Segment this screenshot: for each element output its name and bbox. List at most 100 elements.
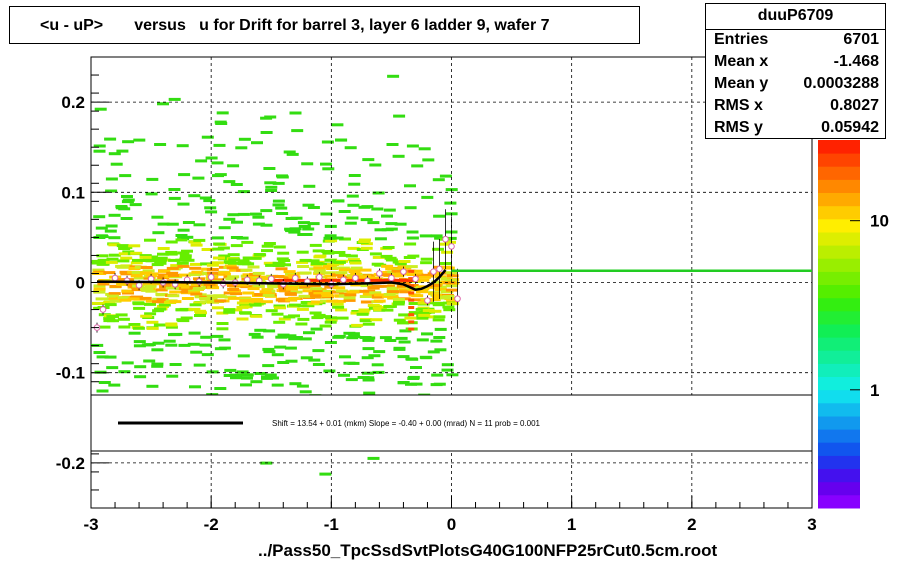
heatmap-cell [408,269,415,273]
heatmap-cell [309,294,322,298]
heatmap-cell [326,267,339,270]
stats-label: RMS y [714,119,763,136]
palette-swatch [818,455,860,469]
heatmap-cell [167,294,180,298]
profile-point [442,235,449,243]
heatmap-cell [359,319,372,323]
heatmap-cell [188,307,201,311]
heatmap-cell [405,265,418,269]
heatmap-cell [331,302,344,306]
heatmap-cell [343,298,356,302]
heatmap-cell [181,308,194,312]
heatmap-cell [393,114,406,118]
heatmap-cell [383,284,396,288]
heatmap-cell [131,295,144,299]
heatmap-cell [420,257,433,261]
heatmap-cell [261,249,273,253]
heatmap-cell [324,341,337,344]
heatmap-cell [297,317,310,321]
heatmap-cell [430,339,443,343]
heatmap-cell [395,336,408,340]
heatmap-cell [416,289,429,293]
heatmap-cell [216,111,229,115]
heatmap-cell [347,258,360,262]
heatmap-cell [381,214,393,218]
palette-swatch [818,389,860,404]
heatmap-cell [320,212,333,216]
heatmap-cell [190,350,203,354]
title-box: <u - uP> versus u for Drift for barrel 3… [9,6,640,44]
heatmap-cell [313,313,326,317]
heatmap-cell [140,314,153,318]
heatmap-cell [379,273,392,277]
heatmap-cell [312,289,325,293]
heatmap-cell [439,174,452,178]
heatmap-cell [307,302,320,306]
heatmap-cell [260,223,273,227]
heatmap-cell [337,266,350,270]
heatmap-cell [408,298,421,302]
x-tick-label: -3 [83,515,98,534]
heatmap-cell [399,329,412,333]
heatmap-cell [271,278,282,282]
heatmap-cell [371,262,384,266]
heatmap-cell [133,306,146,310]
heatmap-cell [358,308,371,312]
heatmap-cell [146,320,159,324]
stats-box: duuP6709 Entries 6701 Mean x -1.468 Mean… [705,3,886,139]
heatmap-cell [154,143,167,146]
heatmap-cell [91,259,104,263]
heatmap-cell [132,326,145,330]
palette-swatch [818,416,860,430]
heatmap-cell [122,140,135,144]
heatmap-cell [105,224,118,228]
heatmap-cell [93,144,106,148]
heatmap-cell [386,143,399,146]
heatmap-cell [168,188,181,191]
heatmap-cell [307,206,320,209]
heatmap-cell [228,258,241,262]
heatmap-cell [146,326,159,330]
heatmap-cell [348,182,361,186]
heatmap-cell [344,221,357,225]
heatmap-cell [393,318,406,322]
y-tick-label: 0 [76,274,85,293]
heatmap-cell [228,261,240,265]
x-tick-label: -2 [204,515,219,534]
heatmap-cell [362,378,375,382]
x-tick-label: 2 [687,515,696,534]
heatmap-cell [223,291,236,295]
heatmap-cell [332,305,345,309]
heatmap-cell [310,300,323,304]
heatmap-cell [151,263,164,267]
heatmap-cell [95,297,108,301]
heatmap-cell [264,115,277,119]
palette-swatch [818,481,860,496]
heatmap-cell [121,361,134,365]
heatmap-cell [134,375,147,379]
heatmap-cell [348,335,361,338]
heatmap-cell [374,293,386,297]
x-tick-label: -1 [324,515,339,534]
heatmap-cell [230,183,243,186]
heatmap-cell [408,298,415,302]
heatmap-cell [178,343,191,347]
heatmap-cell [216,311,229,315]
heatmap-cell [240,268,253,272]
heatmap-cell [105,177,118,181]
heatmap-cell [441,250,454,254]
heatmap-cell [418,147,431,151]
heatmap-cell [373,308,386,312]
heatmap-cell [383,305,396,308]
heatmap-cell [331,273,344,277]
heatmap-cell [133,138,146,142]
heatmap-cell [418,275,431,279]
heatmap-cell [119,174,132,178]
heatmap-cell [422,158,435,162]
heatmap-cell [142,282,155,286]
heatmap-cell [130,261,143,265]
heatmap-cell [332,199,345,203]
heatmap-cell [247,287,260,291]
heatmap-cell [169,300,182,304]
heatmap-cell [277,361,290,364]
